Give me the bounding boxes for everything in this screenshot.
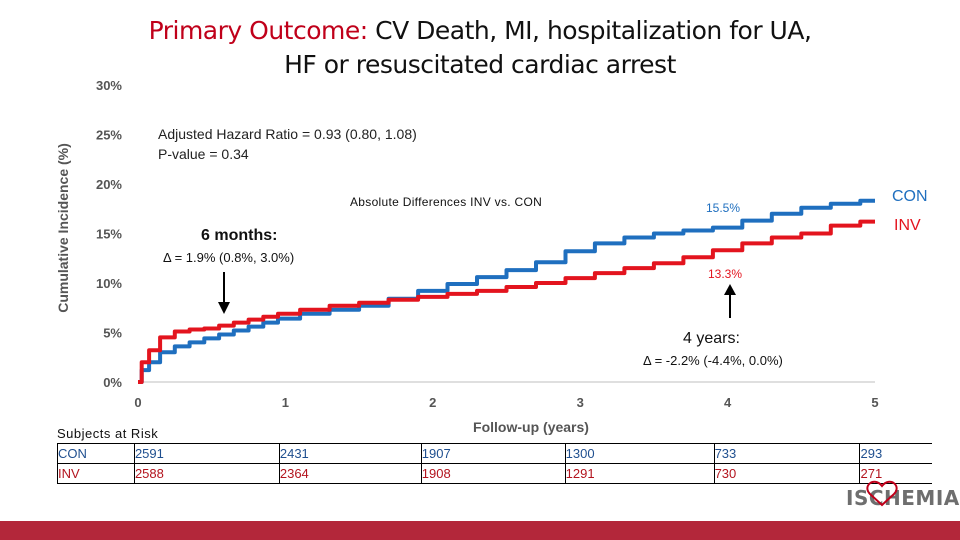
delta-six-months: Δ = 1.9% (0.8%, 3.0%) <box>163 250 294 265</box>
x-tick-label: 5 <box>871 395 878 410</box>
x-tick-label: 0 <box>134 395 141 410</box>
risk-cell: 293 <box>859 443 932 464</box>
y-axis-label: Cumulative Incidence (%) <box>55 143 71 313</box>
y-tick-label: 25% <box>96 128 122 143</box>
y-axis: 0% 5% 10% 15% 20% 25% 30% <box>96 78 122 390</box>
x-tick-label: 1 <box>282 395 289 410</box>
title-line-1-rest: CV Death, MI, hospitalization for UA, <box>367 16 812 45</box>
risk-cell: 2591 <box>133 443 280 464</box>
y-tick-label: 0% <box>103 375 122 390</box>
series-layer <box>138 198 875 384</box>
series-line-inv <box>138 219 875 384</box>
risk-cell: 730 <box>713 463 860 484</box>
risk-cell: 1300 <box>564 443 715 464</box>
footer-bar <box>0 521 960 540</box>
arrow-6m-head <box>218 302 230 314</box>
risk-table: CON 2591 2431 1907 1300 733 293 INV 2588 2364 1908… <box>57 443 932 484</box>
arrow-4y-head <box>724 284 736 295</box>
risk-cell: 2364 <box>278 463 422 484</box>
x-axis: 0 1 2 3 4 5 <box>134 395 878 410</box>
x-axis-label: Follow-up (years) <box>473 419 589 435</box>
y-tick-label: 20% <box>96 177 122 192</box>
x-tick-label: 2 <box>429 395 436 410</box>
risk-row-con: CON 2591 2431 1907 1300 733 293 <box>57 443 932 464</box>
y-tick-label: 15% <box>96 227 122 242</box>
title-line-1: Primary Outcome: CV Death, MI, hospitali… <box>60 14 900 48</box>
ischemia-logo: ISCHEMIA <box>846 486 960 510</box>
title-line-2: HF or resuscitated cardiac arrest <box>284 50 676 79</box>
slide-title: Primary Outcome: CV Death, MI, hospitali… <box>60 14 900 82</box>
title-highlight: Primary Outcome: <box>148 16 369 45</box>
delta-four-years: Δ = -2.2% (-4.4%, 0.0%) <box>643 353 783 368</box>
inv-4y-value: 13.3% <box>708 267 742 281</box>
four-years-label: 4 years: <box>683 330 740 347</box>
risk-row-label: INV <box>57 463 135 484</box>
risk-cell: 271 <box>859 463 932 484</box>
risk-cell: 2588 <box>133 463 280 484</box>
con-4y-value: 15.5% <box>706 201 740 215</box>
risk-cell: 733 <box>713 443 860 464</box>
series-line-con <box>138 198 875 384</box>
risk-row-inv: INV 2588 2364 1908 1291 730 271 <box>57 463 932 484</box>
y-tick-label: 10% <box>96 276 122 291</box>
y-tick-label: 30% <box>96 78 122 93</box>
hazard-ratio-text: Adjusted Hazard Ratio = 0.93 (0.80, 1.08… <box>158 126 417 142</box>
risk-cell: 1291 <box>564 463 715 484</box>
logo-text: ISCHEMIA <box>846 486 960 510</box>
legend-inv: INV <box>894 217 921 234</box>
risk-table-header: Subjects at Risk <box>57 426 159 441</box>
six-months-label: 6 months: <box>201 227 277 244</box>
risk-cell: 1908 <box>420 463 566 484</box>
absolute-differences-label: Absolute Differences INV vs. CON <box>350 195 542 209</box>
legend-con: CON <box>892 188 928 205</box>
p-value-text: P-value = 0.34 <box>158 146 249 162</box>
risk-cell: 1907 <box>420 443 566 464</box>
x-tick-label: 4 <box>724 395 732 410</box>
x-tick-label: 3 <box>577 395 584 410</box>
y-tick-label: 5% <box>103 326 122 341</box>
risk-row-label: CON <box>57 443 135 464</box>
risk-cell: 2431 <box>278 443 422 464</box>
